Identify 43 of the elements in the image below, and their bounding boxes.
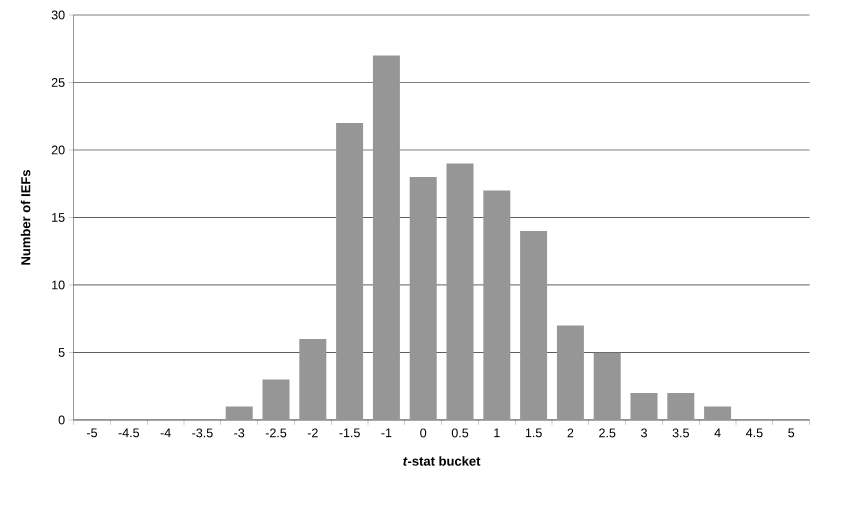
x-tick-label: 2 (568, 428, 574, 438)
bar (336, 122, 364, 420)
x-tick-label: -4 (160, 428, 171, 438)
x-tick-label: 3.5 (672, 428, 689, 438)
x-tick-label: 0.5 (452, 428, 468, 438)
bar (372, 55, 400, 420)
x-axis-title: t-stat bucket (403, 456, 480, 466)
bar (594, 352, 621, 420)
x-tick-label: 1.5 (526, 428, 542, 438)
x-tick-label: -1 (381, 428, 392, 438)
x-tick-label: -1.5 (339, 428, 360, 438)
x-tick-label: -2 (308, 428, 318, 438)
x-tick-label: -2.5 (266, 428, 286, 438)
x-tick-label: 5 (788, 428, 794, 438)
x-tick-label: -4.5 (118, 428, 140, 438)
y-tick-label: 10 (52, 280, 65, 290)
x-tick-label: -3 (234, 428, 244, 438)
bar (262, 379, 290, 420)
bar (226, 406, 253, 420)
bar (483, 190, 510, 420)
x-tick-label: -5 (87, 428, 98, 438)
bar (520, 230, 548, 420)
x-tick-label: 0 (420, 428, 426, 438)
x-tick-label: 4.5 (746, 428, 763, 438)
y-tick-label: 15 (52, 213, 65, 222)
bar (667, 392, 694, 420)
y-tick-label: 5 (58, 348, 65, 357)
bar (410, 176, 437, 420)
y-tick-label: 0 (58, 416, 65, 424)
bar (446, 163, 474, 420)
x-tick-label: -3.5 (192, 428, 213, 438)
x-tick-label: 4 (714, 428, 721, 438)
y-axis-title: Number of IEFs (20, 170, 30, 265)
bar (630, 392, 658, 420)
bar (299, 338, 326, 420)
x-tick-label: 3 (641, 428, 647, 438)
bar (704, 406, 732, 420)
bar (556, 325, 584, 420)
y-tick-label: 30 (52, 10, 65, 20)
y-tick-label: 20 (52, 146, 65, 154)
y-tick-label: 25 (52, 78, 65, 87)
x-tick-label: 1 (494, 428, 500, 438)
x-tick-label: 2.5 (599, 428, 616, 438)
